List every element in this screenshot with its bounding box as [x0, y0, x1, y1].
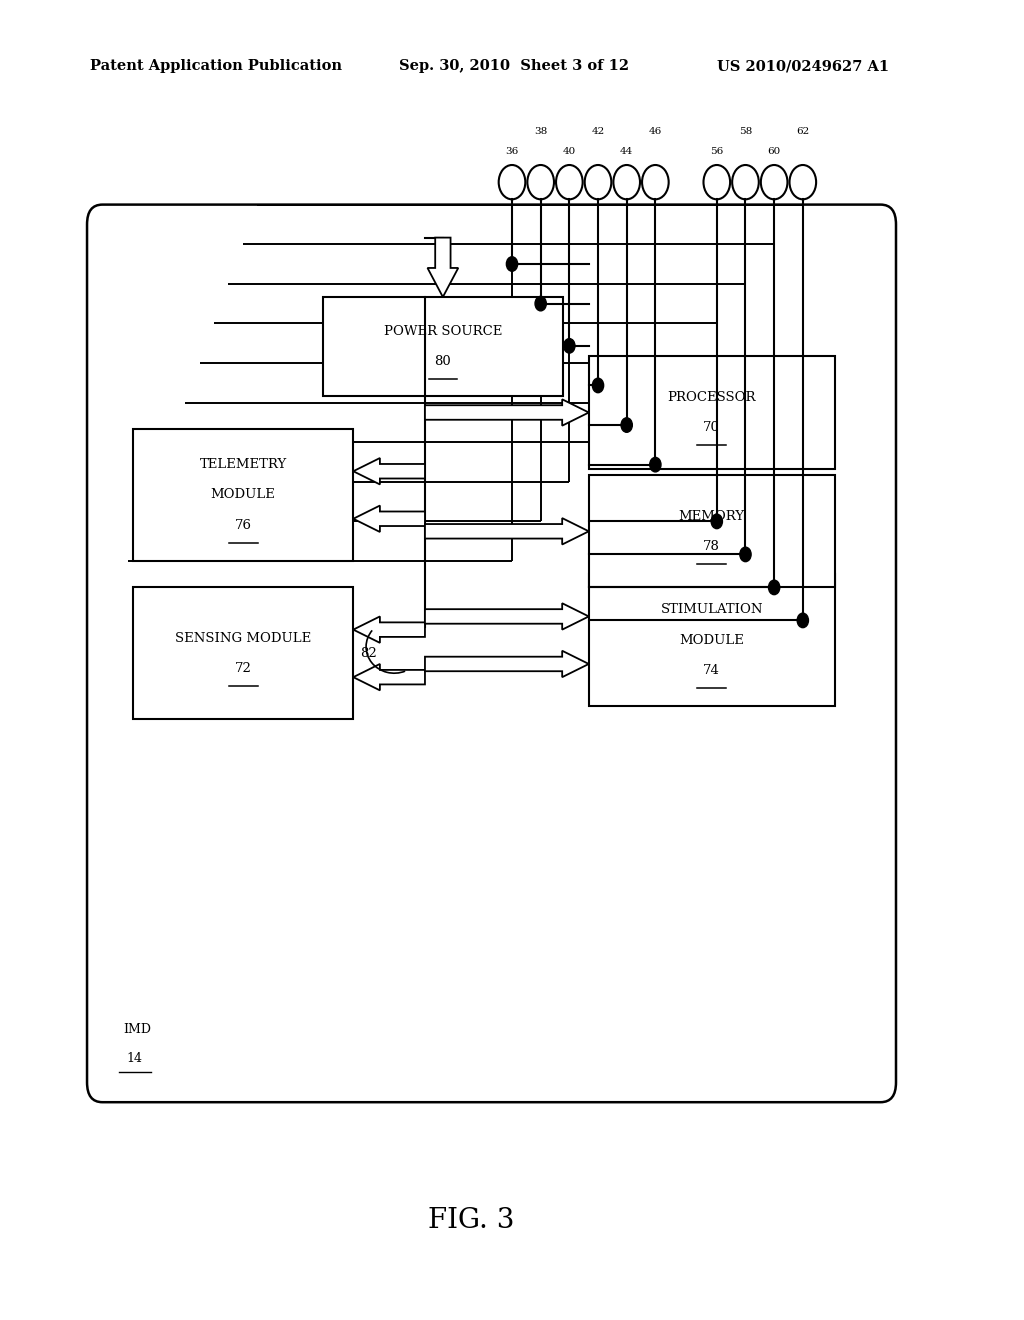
- FancyBboxPatch shape: [133, 587, 353, 719]
- Circle shape: [768, 579, 780, 594]
- Polygon shape: [353, 664, 425, 690]
- Polygon shape: [425, 399, 589, 425]
- Text: MODULE: MODULE: [679, 634, 744, 647]
- Polygon shape: [425, 603, 589, 630]
- Circle shape: [621, 417, 632, 433]
- Polygon shape: [353, 616, 425, 643]
- Text: STIMULATION: STIMULATION: [660, 603, 763, 616]
- FancyBboxPatch shape: [87, 205, 896, 1102]
- Text: FIG. 3: FIG. 3: [428, 1208, 514, 1234]
- Text: 40: 40: [563, 147, 575, 156]
- Text: 36: 36: [506, 147, 518, 156]
- FancyBboxPatch shape: [133, 429, 353, 561]
- Circle shape: [739, 548, 751, 562]
- FancyBboxPatch shape: [589, 356, 835, 469]
- Text: 80: 80: [434, 355, 452, 368]
- Text: TELEMETRY: TELEMETRY: [200, 458, 287, 471]
- FancyBboxPatch shape: [589, 475, 835, 587]
- Text: POWER SOURCE: POWER SOURCE: [384, 325, 502, 338]
- Text: 38: 38: [535, 127, 547, 136]
- Text: 70: 70: [703, 421, 720, 434]
- Text: PROCESSOR: PROCESSOR: [668, 391, 756, 404]
- Text: IMD: IMD: [123, 1023, 151, 1036]
- Text: 14: 14: [126, 1052, 142, 1065]
- Text: 74: 74: [703, 664, 720, 677]
- Text: 44: 44: [621, 147, 633, 156]
- Text: 60: 60: [768, 147, 780, 156]
- Text: 78: 78: [703, 540, 720, 553]
- Circle shape: [563, 339, 575, 354]
- Text: Patent Application Publication: Patent Application Publication: [90, 59, 342, 73]
- Text: US 2010/0249627 A1: US 2010/0249627 A1: [717, 59, 889, 73]
- Text: 62: 62: [797, 127, 809, 136]
- Circle shape: [592, 379, 603, 393]
- Text: 56: 56: [711, 147, 723, 156]
- Circle shape: [506, 256, 517, 272]
- Circle shape: [798, 612, 809, 627]
- Text: 82: 82: [360, 647, 377, 660]
- Polygon shape: [353, 458, 425, 484]
- Text: MEMORY: MEMORY: [679, 510, 744, 523]
- Text: 72: 72: [234, 663, 252, 675]
- Circle shape: [711, 513, 722, 528]
- Circle shape: [536, 297, 547, 312]
- Polygon shape: [425, 517, 589, 544]
- FancyBboxPatch shape: [589, 574, 835, 706]
- Text: SENSING MODULE: SENSING MODULE: [175, 632, 311, 644]
- Circle shape: [650, 458, 662, 471]
- Text: 58: 58: [739, 127, 752, 136]
- Polygon shape: [428, 238, 459, 297]
- Text: 42: 42: [592, 127, 604, 136]
- Text: 46: 46: [649, 127, 662, 136]
- Polygon shape: [425, 651, 589, 677]
- Text: 76: 76: [234, 519, 252, 532]
- Polygon shape: [353, 506, 425, 532]
- Text: Sep. 30, 2010  Sheet 3 of 12: Sep. 30, 2010 Sheet 3 of 12: [399, 59, 630, 73]
- FancyBboxPatch shape: [323, 297, 563, 396]
- Text: MODULE: MODULE: [211, 488, 275, 502]
